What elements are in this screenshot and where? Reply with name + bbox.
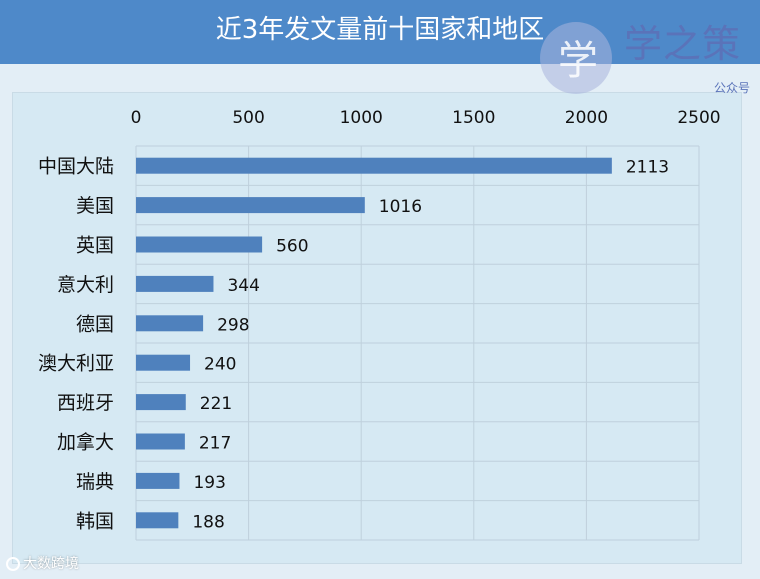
watermark-text: 大数跨境	[23, 556, 79, 572]
data-label: 1016	[379, 197, 422, 217]
bar	[136, 354, 191, 371]
logo-glyph: 学	[558, 38, 598, 84]
bar	[136, 275, 214, 292]
x-tick-label: 0	[131, 108, 142, 128]
x-tick-label: 500	[232, 108, 264, 128]
category-label: 韩国	[76, 510, 114, 532]
category-label: 德国	[76, 313, 114, 335]
data-label: 560	[276, 237, 308, 257]
category-label: 瑞典	[76, 471, 114, 493]
bar	[136, 315, 204, 332]
logo-text: 学之策	[624, 22, 742, 66]
bar	[136, 394, 186, 411]
x-tick-label: 2500	[677, 108, 720, 128]
data-labels: 2113 1016 560 344 298 240 221 217 193 188	[192, 158, 669, 533]
category-label: 意大利	[57, 274, 114, 296]
data-label: 2113	[626, 158, 669, 178]
data-label: 298	[217, 315, 249, 335]
data-label: 344	[227, 276, 259, 296]
data-label: 221	[200, 394, 232, 414]
category-label: 中国大陆	[38, 156, 114, 178]
chart-title: 近3年发文量前十国家和地区	[215, 15, 545, 45]
bar	[136, 157, 612, 174]
bar	[136, 472, 180, 489]
category-label: 西班牙	[57, 392, 114, 414]
category-label: 加拿大	[57, 431, 114, 454]
watermark: 大数跨境	[6, 553, 116, 575]
x-tick-label: 1000	[340, 108, 383, 128]
data-label: 217	[199, 434, 231, 454]
data-label: 193	[193, 473, 225, 493]
category-label: 英国	[76, 235, 114, 257]
data-label: 188	[192, 512, 224, 532]
watermark-icon	[6, 557, 20, 571]
bar	[136, 236, 263, 253]
data-label: 240	[204, 355, 236, 375]
bar	[136, 433, 185, 450]
bar	[136, 197, 365, 214]
category-label: 美国	[76, 195, 114, 217]
x-tick-label: 1500	[452, 108, 495, 128]
bar	[136, 512, 179, 529]
logo-subtitle: 公众号	[713, 81, 750, 95]
bars	[136, 157, 612, 529]
x-tick-label: 2000	[565, 108, 608, 128]
category-label: 澳大利亚	[38, 353, 114, 375]
x-axis-ticks: 0 500 1000 1500 2000 2500	[131, 108, 721, 128]
logo-badge	[540, 22, 612, 94]
title-bar: 近3年发文量前十国家和地区	[0, 0, 760, 64]
